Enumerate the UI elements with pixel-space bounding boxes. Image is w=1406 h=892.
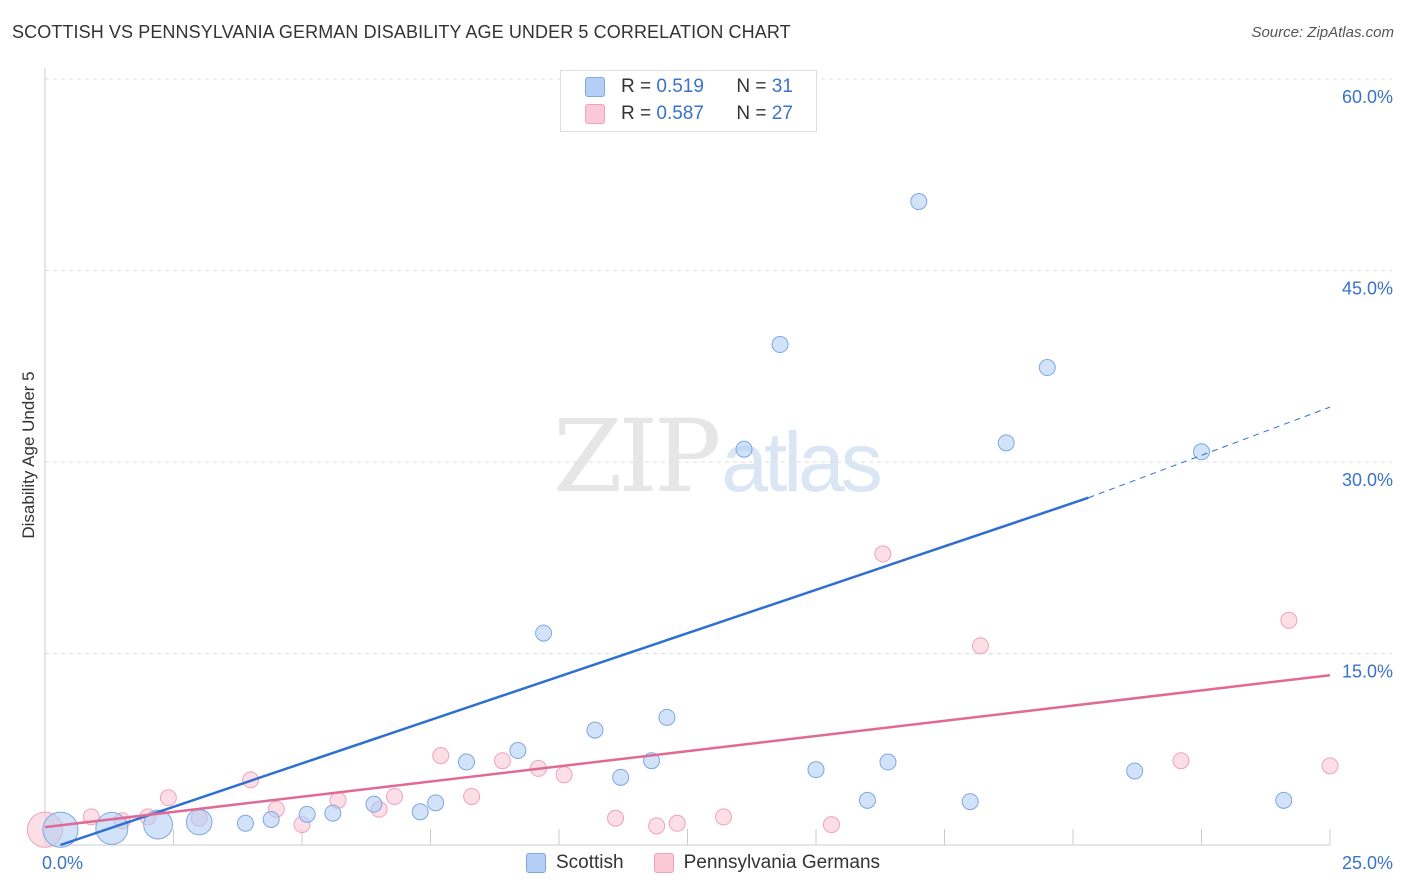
x-tick-label: 25.0% (1342, 853, 1393, 873)
scottish-point (879, 753, 897, 771)
scottish-n-label: N = (736, 76, 767, 97)
scottish-r-label: R = (621, 76, 652, 97)
scottish-point (427, 794, 445, 812)
scottish-point (735, 440, 753, 458)
penn-point (159, 789, 177, 807)
scottish-point (1038, 359, 1056, 377)
y-tick-label: 15.0% (1342, 662, 1393, 682)
penn-point (971, 637, 989, 655)
penn-n-label: N = (736, 103, 767, 124)
scottish-point (143, 809, 173, 840)
legend-label-scottish: Scottish (555, 852, 624, 873)
y-axis-title: Disability Age Under 5 (19, 371, 38, 538)
penn-point (493, 752, 511, 770)
stats-row-scottish: R = 0.519 N = 31 (585, 75, 793, 99)
legend-item-penn[interactable]: Pennsylvania Germans (653, 852, 881, 874)
penn-point (607, 809, 625, 827)
scottish-point (42, 811, 79, 848)
scottish-point (298, 805, 316, 823)
penn-point (648, 817, 666, 835)
penn-r-label: R = (621, 103, 652, 124)
scottish-point (411, 803, 429, 821)
penn-point (874, 545, 892, 563)
scottish-point (961, 793, 979, 811)
penn-point (432, 747, 450, 765)
scottish-point (185, 808, 213, 836)
scottish-point (236, 814, 254, 832)
y-tick-label: 30.0% (1342, 470, 1393, 490)
scottish-point (910, 193, 928, 211)
scottish-point (535, 624, 553, 642)
scottish-point (586, 721, 604, 739)
penn-point (668, 814, 686, 832)
penn-point (555, 766, 573, 784)
scottish-swatch (585, 77, 605, 97)
scottish-trendline (60, 496, 1089, 847)
legend-label-penn: Pennsylvania Germans (683, 852, 881, 873)
legend-swatch-scottish (525, 853, 546, 873)
scottish-point (1193, 443, 1210, 461)
penn-point (1172, 752, 1190, 770)
bottom-legend: Scottish Pennsylvania Germans (0, 852, 1406, 874)
scottish-point (365, 795, 383, 813)
penn-point (386, 787, 404, 805)
penn-n-value: 27 (771, 103, 793, 124)
watermark-zip: ZIP (553, 398, 721, 515)
penn-trendline (44, 673, 1331, 829)
scottish-point (324, 804, 342, 822)
scottish-r-value: 0.519 (656, 76, 704, 97)
scottish-point (262, 810, 280, 828)
stats-legend: R = 0.519 N = 31 R = 0.587 N = 27 (560, 70, 817, 132)
scottish-point (858, 791, 876, 809)
scottish-point (997, 434, 1015, 452)
source-label: Source: ZipAtlas.com (1251, 24, 1394, 41)
scottish-point (509, 742, 527, 760)
scottish-point (1275, 791, 1293, 809)
scottish-point (771, 336, 789, 354)
penn-point (822, 816, 840, 834)
stats-row-penn: R = 0.587 N = 27 (585, 102, 793, 126)
penn-point (1321, 757, 1339, 775)
chart-title: SCOTTISH VS PENNSYLVANIA GERMAN DISABILI… (12, 22, 791, 42)
scottish-point (807, 761, 825, 779)
penn-point (1280, 611, 1298, 629)
legend-swatch-penn (653, 853, 674, 873)
scottish-point (658, 708, 676, 726)
penn-point (714, 808, 732, 826)
y-tick-label: 45.0% (1342, 279, 1393, 299)
legend-item-scottish[interactable]: Scottish (525, 852, 624, 874)
scottish-point (1126, 762, 1144, 780)
scottish-point (457, 753, 475, 771)
scottish-n-value: 31 (771, 76, 793, 97)
x-tick-label: 0.0% (42, 853, 83, 873)
penn-r-value: 0.587 (656, 103, 704, 124)
scottish-point (612, 768, 630, 786)
penn-point (463, 787, 481, 805)
y-tick-label: 60.0% (1342, 87, 1393, 107)
penn-swatch (585, 104, 605, 124)
